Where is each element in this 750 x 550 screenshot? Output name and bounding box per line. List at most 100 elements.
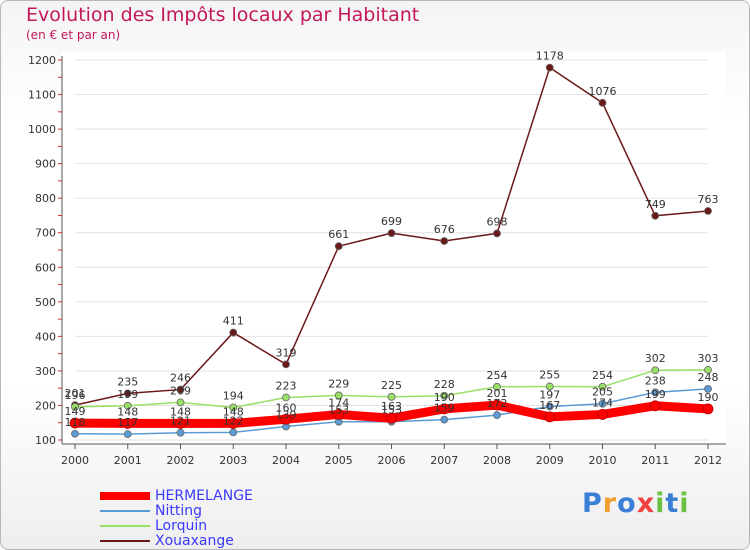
data-point-lorquin xyxy=(493,382,501,391)
data-point-xouaxange xyxy=(282,360,290,369)
x-tick-label: 2004 xyxy=(272,454,300,467)
data-point-hermelange xyxy=(333,409,345,420)
data-label-xouaxange: 1178 xyxy=(536,50,564,63)
data-label-nitting: 205 xyxy=(592,386,613,399)
data-label-nitting: 153 xyxy=(381,404,402,417)
legend-label-xouaxange: Xouaxange xyxy=(155,533,234,549)
x-tick-label: 2009 xyxy=(536,454,564,467)
data-point-hermelange xyxy=(175,418,186,429)
data-point-nitting xyxy=(598,399,607,408)
chart-title: Evolution des Impôts locaux par Habitant xyxy=(26,4,420,26)
data-point-lorquin xyxy=(123,401,132,410)
data-label-lorquin: 209 xyxy=(170,384,191,397)
y-tick-label: 800 xyxy=(35,192,56,205)
data-point-nitting xyxy=(176,428,185,437)
data-point-lorquin xyxy=(334,391,343,400)
x-tick-label: 2007 xyxy=(430,454,458,467)
data-label-xouaxange: 201 xyxy=(65,387,86,400)
data-label-hermelange: 163 xyxy=(381,400,402,413)
data-point-hermelange xyxy=(280,413,292,425)
data-label-nitting: 197 xyxy=(539,388,560,401)
data-point-lorquin xyxy=(71,402,79,411)
data-label-lorquin: 223 xyxy=(276,380,297,393)
data-label-nitting: 153 xyxy=(328,404,349,417)
data-label-hermelange: 149 xyxy=(65,405,86,418)
data-label-xouaxange: 1076 xyxy=(589,85,617,98)
legend-swatch-hermelange xyxy=(100,492,150,500)
data-point-nitting xyxy=(71,429,79,438)
data-label-nitting: 238 xyxy=(645,374,666,387)
data-point-xouaxange xyxy=(387,229,396,237)
data-point-nitting xyxy=(545,402,554,411)
data-point-xouaxange xyxy=(598,98,607,107)
data-point-nitting xyxy=(493,411,501,420)
data-point-xouaxange xyxy=(334,242,343,251)
logo-letter: r xyxy=(602,488,618,519)
y-tick-label: 300 xyxy=(35,365,56,378)
proxiti-logo: Proxiti xyxy=(582,488,690,519)
data-label-lorquin: 196 xyxy=(65,389,86,402)
data-point-hermelange xyxy=(491,399,503,411)
data-point-hermelange xyxy=(438,403,450,415)
data-label-lorquin: 302 xyxy=(645,352,666,365)
data-point-nitting xyxy=(651,388,660,397)
legend-label-nitting: Nitting xyxy=(155,503,202,519)
plot-area xyxy=(62,52,726,444)
data-label-lorquin: 225 xyxy=(381,379,402,392)
x-tick-label: 2003 xyxy=(219,454,247,467)
data-point-lorquin xyxy=(545,382,554,391)
data-label-hermelange: 167 xyxy=(539,399,560,412)
data-label-hermelange: 190 xyxy=(434,391,455,404)
y-tick-label: 900 xyxy=(35,158,56,171)
data-label-xouaxange: 698 xyxy=(487,215,508,228)
data-label-nitting: 122 xyxy=(223,414,244,427)
y-tick-label: 1000 xyxy=(28,123,56,136)
data-label-xouaxange: 235 xyxy=(117,375,138,388)
data-label-hermelange: 201 xyxy=(487,387,508,400)
data-point-hermelange xyxy=(122,418,134,429)
x-tick-label: 2011 xyxy=(641,454,669,467)
data-label-nitting: 139 xyxy=(276,409,297,422)
data-point-lorquin xyxy=(229,403,238,412)
data-label-lorquin: 254 xyxy=(592,369,613,382)
data-point-lorquin xyxy=(387,392,396,401)
data-point-xouaxange xyxy=(651,211,660,220)
y-tick-label: 1100 xyxy=(28,89,56,102)
data-label-xouaxange: 763 xyxy=(698,193,719,206)
data-label-lorquin: 194 xyxy=(223,390,244,403)
x-tick-label: 2005 xyxy=(325,454,353,467)
data-label-hermelange: 199 xyxy=(645,388,666,401)
data-label-nitting: 248 xyxy=(698,371,719,384)
legend-swatch-lorquin xyxy=(100,525,150,527)
data-point-xouaxange xyxy=(493,229,501,238)
data-point-lorquin xyxy=(282,393,290,402)
x-tick-label: 2012 xyxy=(694,454,722,467)
x-tick-label: 2002 xyxy=(167,454,195,467)
data-point-hermelange xyxy=(597,409,608,420)
x-tick-label: 2010 xyxy=(589,454,617,467)
data-label-nitting: 118 xyxy=(65,416,86,429)
data-point-lorquin xyxy=(651,366,660,375)
x-tick-label: 2008 xyxy=(483,454,511,467)
legend-swatch-xouaxange xyxy=(100,540,150,542)
data-label-lorquin: 254 xyxy=(487,369,508,382)
data-point-xouaxange xyxy=(704,207,712,215)
data-label-xouaxange: 411 xyxy=(223,315,244,328)
data-point-nitting xyxy=(123,430,132,439)
data-label-lorquin: 303 xyxy=(698,352,719,365)
data-label-hermelange: 148 xyxy=(117,405,138,418)
y-tick-label: 700 xyxy=(35,227,56,240)
y-tick-label: 600 xyxy=(35,261,56,274)
data-label-xouaxange: 749 xyxy=(645,198,666,211)
data-label-hermelange: 148 xyxy=(170,405,191,418)
data-label-hermelange: 174 xyxy=(328,396,349,409)
y-tick-label: 500 xyxy=(35,296,56,309)
data-point-nitting xyxy=(440,415,449,424)
data-label-nitting: 121 xyxy=(170,415,191,428)
data-label-lorquin: 255 xyxy=(539,368,560,381)
data-label-lorquin: 199 xyxy=(117,388,138,401)
logo-letter: o xyxy=(617,488,637,519)
x-tick-label: 2000 xyxy=(61,454,89,467)
logo-letter: i xyxy=(655,488,666,519)
